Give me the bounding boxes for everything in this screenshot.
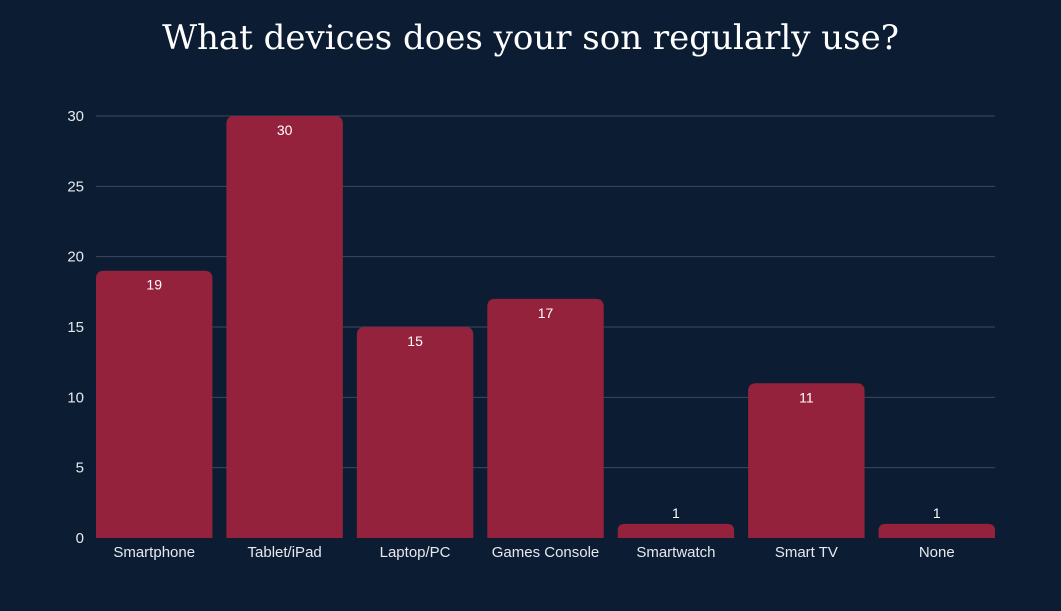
x-tick-label-smartwatch: Smartwatch <box>636 544 715 561</box>
y-tick-label-5: 5 <box>76 460 84 477</box>
data-label-smartwatch: 1 <box>672 505 680 521</box>
x-axis-labels: Smartphone Tablet/iPad Laptop/PC Games Cons… <box>113 544 954 561</box>
bar-smartphone <box>96 270 213 538</box>
y-axis-ticks: 0 5 10 15 20 25 30 <box>67 108 84 547</box>
y-tick-label-25: 25 <box>67 178 84 195</box>
x-tick-label-tablet-ipad: Tablet/iPad <box>248 544 322 561</box>
bar-tablet-ipad <box>226 116 343 538</box>
x-tick-label-none: None <box>919 544 955 561</box>
y-tick-label-0: 0 <box>76 530 84 547</box>
bar-laptop-pc <box>356 327 474 538</box>
x-tick-label-games-console: Games Console <box>492 544 600 561</box>
data-label-games-console: 17 <box>538 305 554 321</box>
bar-games-console <box>487 298 604 538</box>
bar-none <box>878 523 995 538</box>
y-tick-label-30: 30 <box>67 108 84 125</box>
data-label-none: 1 <box>933 505 941 521</box>
y-tick-label-20: 20 <box>67 249 84 266</box>
y-tick-label-10: 10 <box>67 389 84 406</box>
x-tick-label-smart-tv: Smart TV <box>775 544 838 561</box>
data-label-smartphone: 19 <box>146 277 162 293</box>
data-label-laptop-pc: 15 <box>407 333 423 349</box>
bar-smart-tv <box>748 383 865 538</box>
chart-title: What devices does your son regularly use… <box>162 18 899 58</box>
bar-smartwatch <box>617 523 735 538</box>
data-label-smart-tv: 11 <box>799 389 814 405</box>
data-label-tablet-ipad: 30 <box>277 122 293 138</box>
x-tick-label-laptop-pc: Laptop/PC <box>380 544 451 561</box>
y-tick-label-15: 15 <box>67 319 84 336</box>
bars <box>96 116 995 538</box>
x-tick-label-smartphone: Smartphone <box>113 544 195 561</box>
